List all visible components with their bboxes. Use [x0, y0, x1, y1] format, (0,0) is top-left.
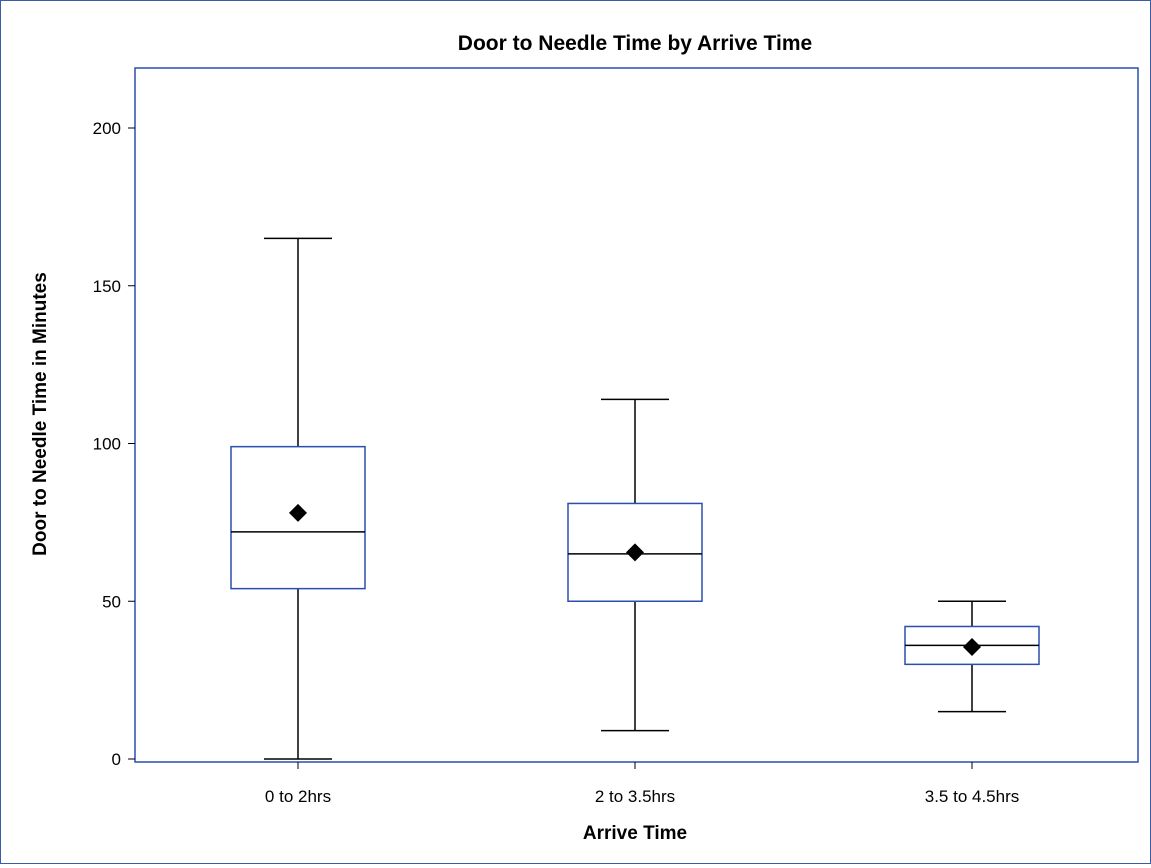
boxes-group — [230, 237, 1040, 760]
mean-marker — [289, 503, 307, 522]
x-tick-label-2: 2 to 3.5hrs — [595, 787, 675, 806]
y-axis-title: Door to Needle Time in Minutes — [30, 272, 51, 556]
box-2 — [567, 398, 703, 732]
mean-marker — [626, 543, 644, 562]
y-tick-label-0: 0 — [112, 750, 121, 769]
x-axis-title: Arrive Time — [583, 823, 687, 844]
x-tick-label-3: 3.5 to 4.5hrs — [925, 787, 1020, 806]
box-3 — [904, 600, 1040, 713]
y-tick-label-50: 50 — [102, 592, 121, 611]
y-tick-label-150: 150 — [93, 277, 121, 296]
box-1 — [230, 237, 366, 760]
x-axis: 0 to 2hrs 2 to 3.5hrs 3.5 to 4.5hrs — [265, 762, 1019, 806]
x-tick-label-1: 0 to 2hrs — [265, 787, 331, 806]
y-axis: 0 50 100 150 200 — [93, 119, 135, 769]
mean-marker — [963, 637, 981, 656]
chart-title: Door to Needle Time by Arrive Time — [458, 32, 812, 55]
plot-area — [134, 67, 1139, 763]
y-tick-label-200: 200 — [93, 119, 121, 138]
y-tick-label-100: 100 — [93, 435, 121, 454]
